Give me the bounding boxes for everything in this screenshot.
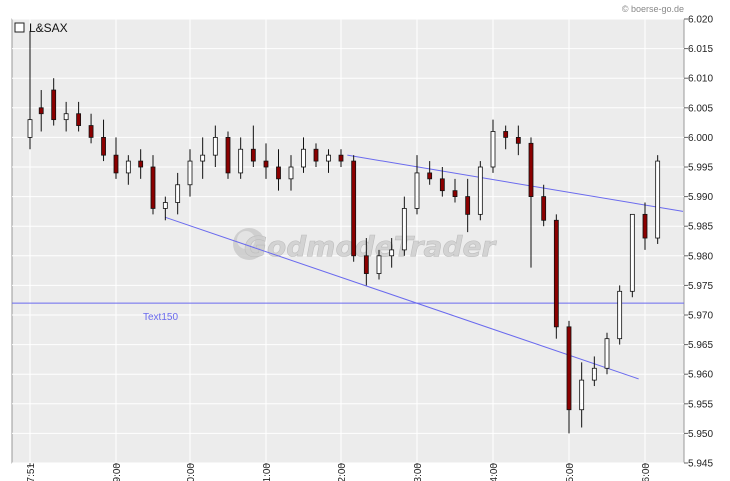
candle-body [528, 142, 534, 198]
candle-body [490, 131, 496, 168]
candle-body [604, 338, 610, 369]
candle-body [642, 213, 648, 239]
x-tick-label: 11:00 [262, 463, 273, 481]
legend-marker-icon [14, 22, 25, 33]
candle-body [76, 113, 82, 126]
x-tick-label: 07:51 [26, 463, 37, 481]
x-tick-label: 09:00 [112, 463, 123, 481]
y-tick-label: 5.965 [688, 340, 713, 351]
candle-body [38, 107, 44, 115]
horizontal-line-label: Text150 [143, 312, 178, 323]
y-tick-label: 5.980 [688, 251, 713, 262]
candle-body [566, 326, 572, 411]
candle-body [655, 160, 661, 239]
x-tick-label: 13:00 [413, 463, 424, 481]
candle-body [250, 148, 256, 162]
candle-body [301, 148, 306, 168]
candle-body [51, 89, 57, 121]
candle-body [326, 154, 331, 162]
candle-body [313, 148, 319, 162]
candle-body [113, 154, 119, 174]
candle-body [212, 136, 218, 156]
y-tick-label: 6.010 [688, 74, 713, 85]
candle-body [263, 160, 269, 168]
y-tick-label: 5.970 [688, 311, 713, 322]
watermark-logo-highlight [237, 231, 255, 249]
candle-body [465, 196, 471, 215]
candle-body [27, 119, 33, 138]
candle-body [162, 202, 168, 209]
candle-body [363, 255, 369, 274]
x-tick-label: 14:00 [489, 463, 500, 481]
watermark-text: GodmodeTrader [244, 230, 497, 263]
candle-body [288, 166, 294, 180]
y-tick-label: 6.020 [688, 15, 713, 26]
y-tick-label: 6.015 [688, 44, 713, 55]
candle-body [401, 208, 407, 251]
candle-body [276, 166, 281, 180]
candle-body [579, 379, 585, 411]
candle-body [150, 166, 156, 209]
candle-body [541, 196, 547, 221]
candle-body [376, 255, 382, 274]
candle-body [88, 125, 94, 138]
candle-body [427, 172, 433, 180]
candle-body [591, 367, 597, 381]
plot-area [11, 18, 685, 464]
candle-body [389, 249, 395, 257]
candle-body [414, 172, 420, 209]
y-tick-label: 5.975 [688, 281, 713, 292]
y-tick-label: 5.990 [688, 192, 713, 203]
candle-body [101, 136, 106, 156]
x-tick-label: 16:00 [641, 463, 652, 481]
y-tick-label: 5.985 [688, 222, 713, 233]
candle-body [125, 160, 131, 174]
source-credit: © boerse-go.de [622, 4, 684, 14]
candle-body [200, 154, 206, 162]
y-tick-label: 5.955 [688, 399, 713, 410]
candle-body [503, 131, 509, 138]
y-tick-label: 5.945 [688, 459, 713, 470]
y-tick-label: 5.950 [688, 429, 713, 440]
chart-title: L&SAX [29, 21, 68, 35]
candle-body [617, 290, 623, 340]
y-tick-label: 5.960 [688, 370, 713, 381]
y-tick-label: 6.000 [688, 133, 713, 144]
candle-body [238, 148, 244, 174]
candle-body [187, 160, 193, 186]
candle-body [439, 178, 445, 192]
trendline [347, 154, 684, 212]
candle-body [629, 213, 635, 292]
candle-body [452, 190, 458, 197]
candle-body [225, 136, 231, 174]
x-tick-label: 15:00 [565, 463, 576, 481]
candle-body [338, 154, 344, 162]
candle-body [351, 160, 357, 257]
candle-body [515, 136, 521, 144]
candle-body [138, 160, 144, 168]
y-tick-label: 6.005 [688, 103, 713, 114]
x-tick-label: 12:00 [337, 463, 348, 481]
candle-body [175, 184, 181, 203]
y-tick-label: 5.995 [688, 163, 713, 174]
candle-body [63, 113, 69, 121]
x-tick-label: 10:00 [186, 463, 197, 481]
candle-body [477, 166, 483, 215]
candle-body [553, 219, 559, 328]
trendline [165, 216, 639, 380]
